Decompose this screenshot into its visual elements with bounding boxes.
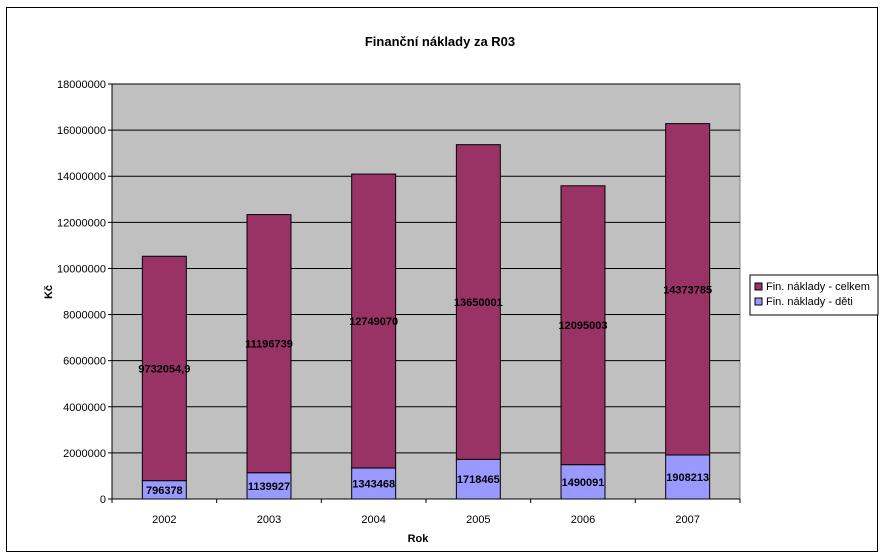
legend: Fin. náklady - celkem Fin. náklady - děti bbox=[749, 274, 879, 316]
x-tick-label: 2007 bbox=[675, 514, 699, 526]
data-label: 13650001 bbox=[454, 297, 503, 309]
bar-deti bbox=[560, 464, 606, 500]
data-label: 1343468 bbox=[352, 479, 395, 491]
chart-title: Finanční náklady za R03 bbox=[365, 34, 515, 49]
legend-label: Fin. náklady - děti bbox=[766, 296, 853, 308]
x-tick-label: 2003 bbox=[257, 514, 281, 526]
y-tick-label: 8000000 bbox=[63, 310, 106, 322]
data-label: 1490091 bbox=[562, 477, 605, 489]
data-label: 11196739 bbox=[245, 339, 293, 351]
bar-celkem bbox=[455, 144, 501, 460]
legend-label: Fin. náklady - celkem bbox=[766, 281, 870, 293]
plot-background bbox=[111, 83, 741, 500]
x-tick-label: 2006 bbox=[571, 514, 595, 526]
bar-celkem bbox=[246, 214, 292, 474]
y-axis-title: Kč bbox=[43, 285, 55, 299]
legend-box bbox=[749, 274, 879, 316]
bar-deti bbox=[351, 467, 397, 500]
data-label: 12749070 bbox=[349, 316, 398, 328]
y-tick-label: 4000000 bbox=[63, 402, 106, 414]
y-tick-label: 6000000 bbox=[63, 356, 106, 368]
data-label: 12095003 bbox=[559, 320, 608, 332]
data-label: 1908213 bbox=[666, 472, 709, 484]
y-tick-label: 10000000 bbox=[57, 263, 106, 275]
x-tick-label: 2005 bbox=[466, 514, 490, 526]
y-tick-label: 0 bbox=[100, 494, 106, 506]
x-tick-label: 2004 bbox=[361, 514, 385, 526]
legend-swatch bbox=[754, 282, 763, 291]
y-tick-label: 16000000 bbox=[57, 125, 106, 137]
legend-swatch bbox=[754, 297, 763, 306]
bar-celkem bbox=[141, 255, 187, 482]
y-tick-label: 12000000 bbox=[57, 217, 106, 229]
bar-celkem bbox=[560, 185, 606, 466]
data-label: 1139927 bbox=[248, 481, 290, 493]
x-tick-label: 2002 bbox=[152, 514, 176, 526]
x-axis-title: Rok bbox=[408, 533, 430, 545]
bar-deti bbox=[246, 472, 292, 500]
bar-celkem bbox=[665, 123, 711, 456]
bar-deti bbox=[665, 454, 711, 500]
data-label: 1718465 bbox=[457, 474, 500, 486]
data-label: 796378 bbox=[146, 485, 183, 497]
data-label: 14373785 bbox=[663, 284, 712, 296]
bar-celkem bbox=[351, 173, 397, 469]
bar-deti bbox=[455, 458, 501, 500]
y-tick-label: 18000000 bbox=[57, 79, 106, 91]
y-tick-label: 2000000 bbox=[63, 448, 106, 460]
y-tick-label: 14000000 bbox=[57, 171, 106, 183]
data-label: 9732054,9 bbox=[138, 363, 190, 375]
